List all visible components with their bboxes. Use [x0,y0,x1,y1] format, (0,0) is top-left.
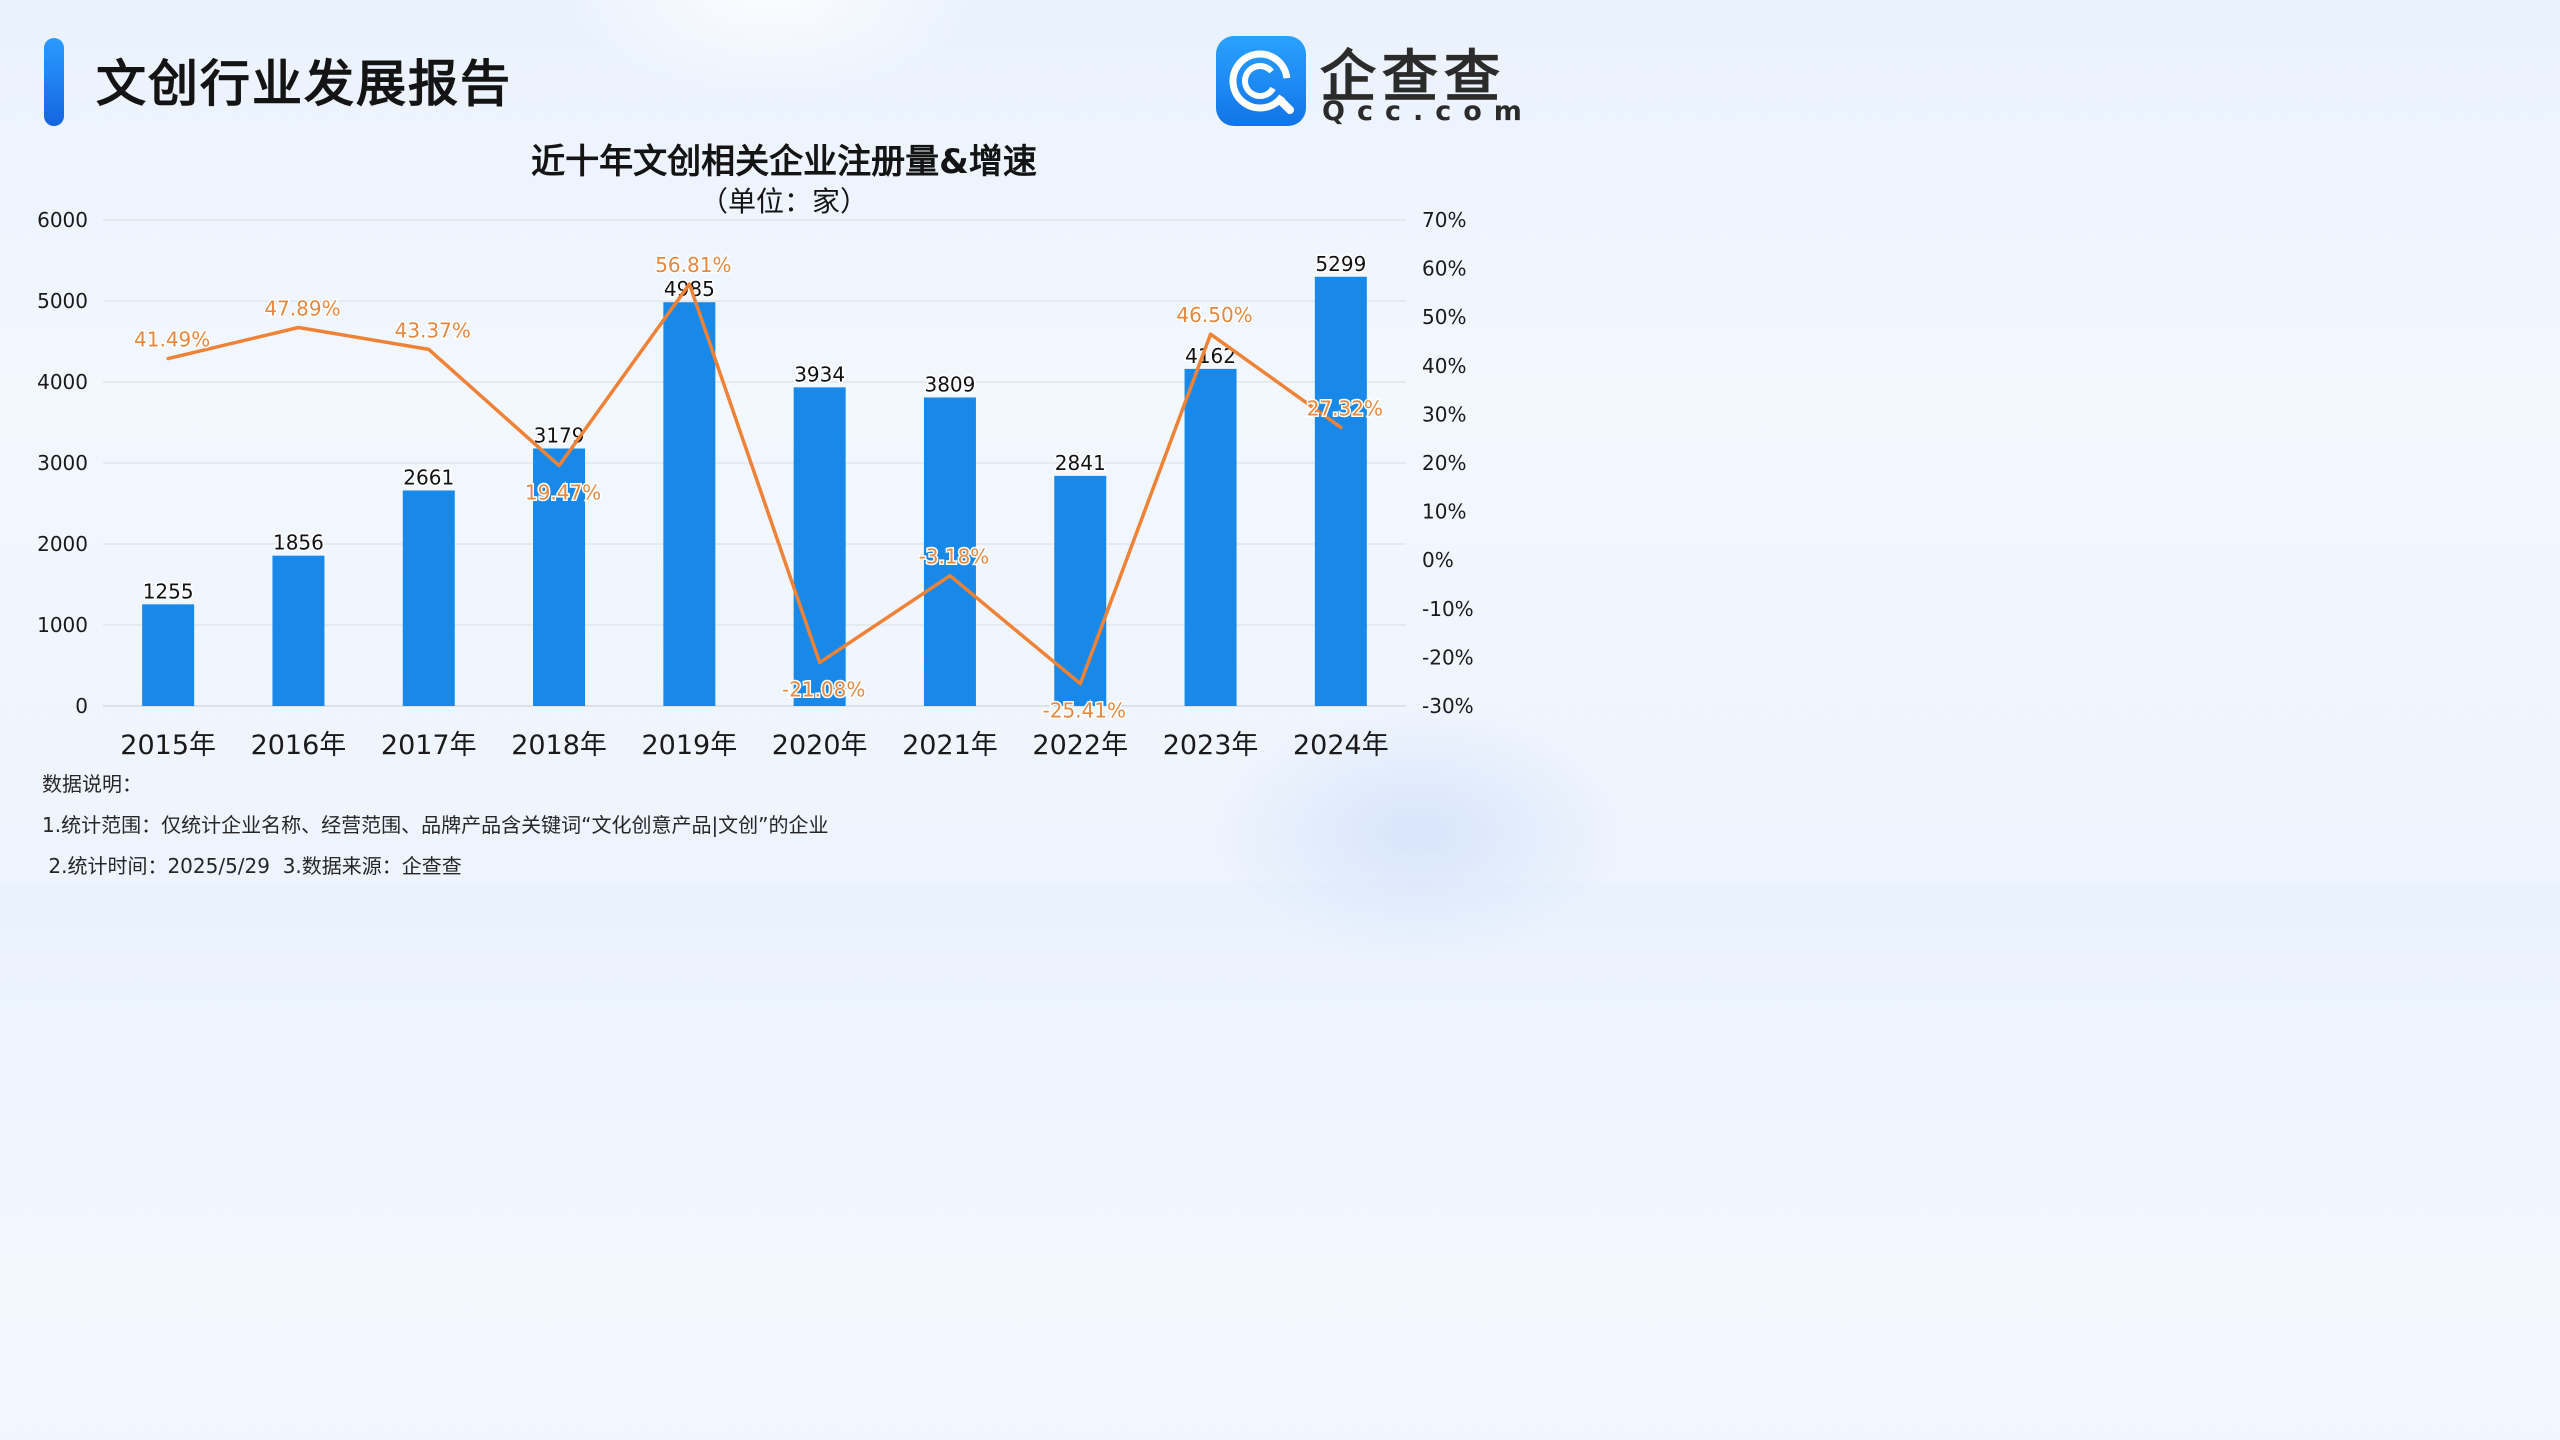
y-left-tick-label: 2000 [37,532,88,556]
data-notes: 数据说明： 1.统计范围：仅统计企业名称、经营范围、品牌产品含关键词“文化创意产… [42,764,829,887]
y-right-tick-label: 50% [1422,305,1466,329]
y-right-tick-label: 70% [1422,208,1466,232]
qcc-logo-icon [1216,36,1306,126]
notes-heading: 数据说明： [42,772,142,796]
x-tick-label: 2023年 [1163,730,1259,761]
logo-domain: Qcc.com [1322,96,1534,127]
x-tick-label: 2024年 [1293,730,1389,761]
bar [533,448,586,706]
bar-value-label: 2661 [403,465,454,489]
bar-value-label: 2841 [1055,451,1106,475]
y-right-tick-label: -20% [1422,645,1474,669]
x-tick-label: 2022年 [1032,730,1128,761]
title-accent-bar [44,38,64,126]
y-left-tick-label: 5000 [37,289,88,313]
growth-rate-label: -25.41% [1043,699,1126,723]
x-tick-label: 2016年 [251,730,347,761]
y-right-tick-label: 60% [1422,257,1466,281]
bar [1184,368,1237,706]
x-tick-label: 2015年 [120,730,216,761]
growth-rate-label: 43.37% [395,318,471,342]
growth-rate-label: 41.49% [134,328,210,352]
bar [142,604,195,706]
bar-value-label: 3934 [794,362,845,386]
growth-rate-label: 47.89% [264,296,340,320]
growth-rate-line [166,282,1343,686]
y-right-tick-label: 0% [1422,548,1454,572]
growth-rate-label: -3.18% [919,545,990,569]
growth-rate-label: 27.32% [1307,396,1383,420]
bar [402,490,455,706]
bar-value-label: 1255 [143,579,194,603]
qcc-logo: 企查查 Qcc.com [1216,36,1522,128]
y-right-tick-label: -10% [1422,597,1474,621]
bar [923,397,976,706]
bar-value-label: 3179 [534,424,585,448]
bar [272,555,325,706]
growth-rate-label: 56.81% [655,253,731,277]
bar-value-label: 1856 [273,531,324,555]
growth-rate-label: -21.08% [782,678,865,702]
bar [1054,475,1107,706]
combo-chart: 0 1000 2000 3000 4000 5000 6000 -30% -20% -10% 0% 1… [37,208,1474,761]
notes-time-source: 2.统计时间：2025/5/29 3.数据来源：企查查 [42,854,462,878]
y-right-tick-label: 40% [1422,354,1466,378]
x-tick-label: 2017年 [381,730,477,761]
notes-scope: 1.统计范围：仅统计企业名称、经营范围、品牌产品含关键词“文化创意产品|文创”的… [42,813,829,837]
chart-subtitle: （单位：家） [699,185,868,218]
bar [663,302,716,706]
y-left-tick-label: 4000 [37,370,88,394]
chart-title: 近十年文创相关企业注册量&增速 [531,142,1037,182]
bar-value-label: 5299 [1315,252,1366,276]
growth-rate-label: 46.50% [1176,303,1252,327]
growth-rate-label: 19.47% [525,481,601,505]
y-right-tick-label: 30% [1422,402,1466,426]
y-left-tick-label: 6000 [37,208,88,232]
y-right-tick-label: 10% [1422,500,1466,524]
y-left-tick-label: 0 [75,694,88,718]
y-right-tick-label: 20% [1422,451,1466,475]
bar-value-label: 3809 [924,372,975,396]
y-right-tick-label: -30% [1422,694,1474,718]
x-tick-label: 2020年 [772,730,868,761]
logo-wordmark: 企查查 [1320,45,1506,110]
background-glow-corner [1208,702,1628,962]
x-tick-label: 2018年 [511,730,607,761]
y-left-tick-label: 1000 [37,613,88,637]
x-tick-label: 2019年 [641,730,737,761]
bar [1314,276,1367,706]
report-title: 文创行业发展报告 [96,55,512,113]
y-left-tick-label: 3000 [37,451,88,475]
x-tick-label: 2021年 [902,730,998,761]
